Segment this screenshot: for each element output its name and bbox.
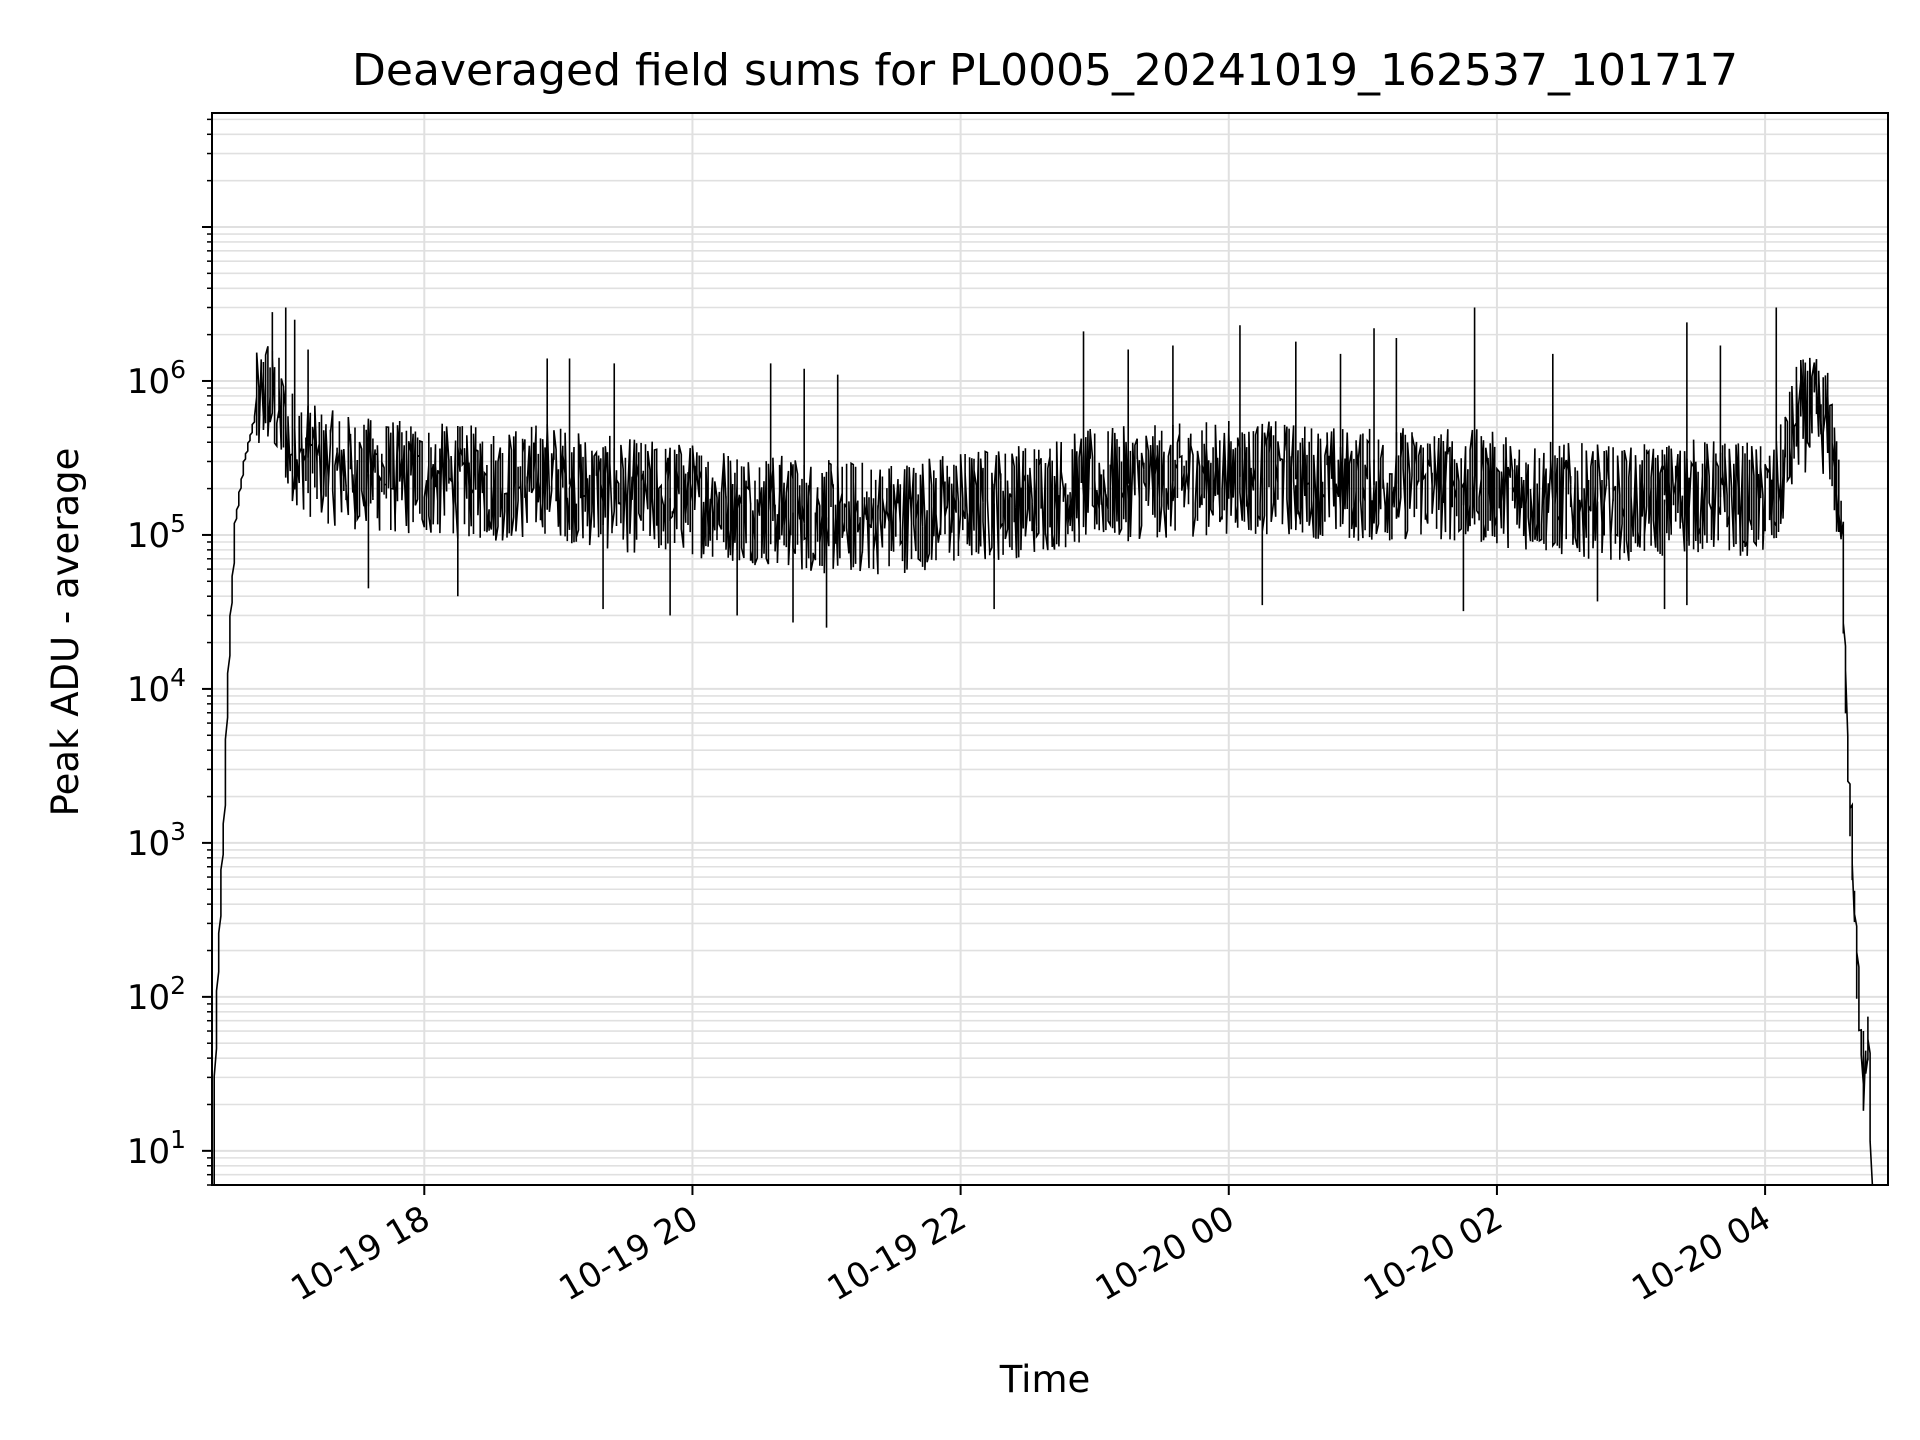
x-axis-label: Time: [999, 1358, 1091, 1401]
y-tick-label: 105: [127, 509, 186, 556]
plot-frame: [211, 112, 1889, 1186]
y-axis-label: Peak ADU - average: [44, 448, 87, 817]
axis-ticks: [202, 118, 1767, 1195]
y-tick-label: 106: [127, 355, 186, 402]
chart-title: Deaveraged field sums for PL0005_2024101…: [352, 45, 1738, 96]
grid: [212, 113, 1888, 1186]
series-line: [213, 346, 1874, 1186]
y-tick-labels: 101 102 103 104 105 106: [127, 355, 186, 1172]
y-tick-label: 103: [127, 817, 186, 864]
plot-data-area: [213, 307, 1874, 1186]
y-tick-label: 101: [127, 1125, 186, 1172]
y-tick-label: 102: [127, 971, 186, 1018]
y-tick-label: 104: [127, 663, 186, 710]
